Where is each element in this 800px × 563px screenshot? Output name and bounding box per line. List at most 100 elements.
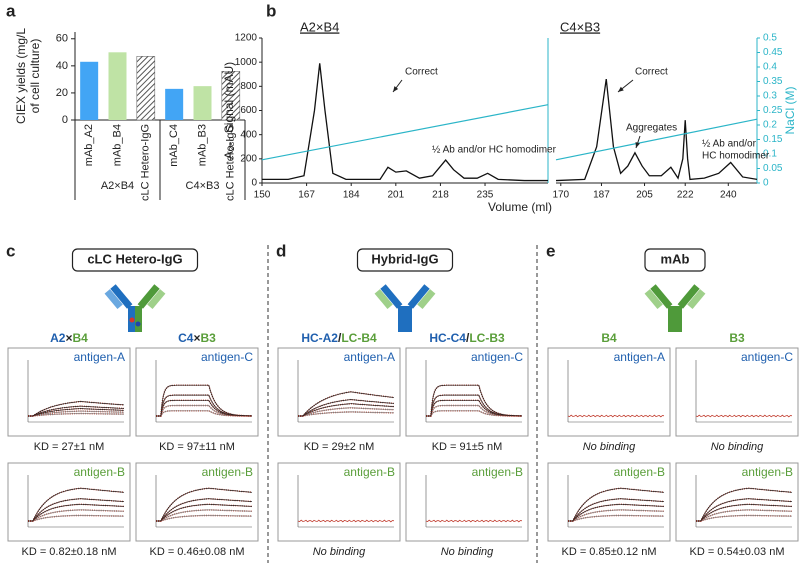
fit-curve <box>156 509 253 522</box>
antigen-label: antigen-C <box>741 350 793 364</box>
x-tick-label: mAb_A2 <box>83 124 95 166</box>
y-axis-label: of cell culture) <box>28 39 42 114</box>
header-part: / <box>338 331 342 345</box>
annotation: HC homodimer <box>702 151 770 162</box>
x-tick-label: 240 <box>720 190 737 201</box>
panel-letter: c <box>6 241 15 260</box>
bar <box>221 71 241 121</box>
y2-tick-label: 0.15 <box>763 134 783 145</box>
y-tick-label: 0 <box>251 178 257 189</box>
antigen-label: antigen-A <box>74 350 125 364</box>
fit-curve <box>156 384 253 417</box>
subplot-title: A2×B4 <box>300 19 339 34</box>
x-tick-label: mAb_B4 <box>111 124 123 166</box>
x-tick-label: 150 <box>254 190 271 201</box>
plot-box <box>7 347 131 437</box>
annotation: Correct <box>405 67 438 78</box>
light-chain <box>104 289 123 309</box>
panel-letter: b <box>266 1 276 20</box>
binding-result: KD = 91±5 nM <box>432 441 503 453</box>
fit-curve <box>298 407 394 417</box>
antibody-arm <box>644 284 673 309</box>
panel-letter: e <box>546 241 555 260</box>
plot-box <box>277 462 401 542</box>
fit-curve <box>28 405 125 417</box>
header-part: B3 <box>729 331 745 345</box>
binding-result: No binding <box>583 441 636 453</box>
heavy-chain <box>405 306 412 332</box>
antigen-label: antigen-A <box>614 350 665 364</box>
column-header: B4 <box>601 331 617 345</box>
group-label: A2×B4 <box>101 180 134 192</box>
y-tick-label: 1000 <box>235 57 258 68</box>
annotation: Correct <box>635 67 668 78</box>
x-tick-label: 222 <box>677 190 694 201</box>
binding-result: KD = 0.82±0.18 nM <box>21 546 116 558</box>
panel-letter: a <box>6 1 16 20</box>
x-tick-label: 167 <box>298 190 315 201</box>
plot-box <box>405 347 529 437</box>
antigen-label: antigen-C <box>201 350 253 364</box>
fit-curve <box>156 487 253 522</box>
antibody-icon <box>374 284 436 332</box>
plot-box <box>405 462 529 542</box>
binding-result: KD = 97±11 nM <box>159 441 235 453</box>
heavy-chain <box>110 284 133 309</box>
antigen-label: antigen-B <box>472 465 523 479</box>
sensor-trace <box>425 519 523 523</box>
y2-tick-label: 0.4 <box>763 62 777 73</box>
antibody-arm <box>374 284 403 309</box>
fit-curve <box>696 487 793 522</box>
binding-result: No binding <box>711 441 764 453</box>
arrow-head <box>635 142 640 148</box>
fit-curve <box>156 503 253 522</box>
bar <box>80 61 99 120</box>
bar <box>193 86 212 120</box>
y2-tick-label: 0.25 <box>763 105 783 116</box>
chromatogram <box>555 78 758 182</box>
fit-curve <box>28 410 124 417</box>
x-tick-label: cLC Hetero-IgG <box>225 124 237 201</box>
fit-curve <box>568 503 665 522</box>
nacl-line <box>261 104 549 161</box>
fit-curve <box>28 503 125 522</box>
antigen-label: antigen-B <box>344 465 395 479</box>
fit-curve <box>696 503 793 522</box>
plot-box <box>547 347 671 437</box>
y-tick-label: 20 <box>56 87 68 99</box>
y-tick-label: 1200 <box>235 33 258 44</box>
antibody-arm <box>407 284 436 309</box>
heavy-chain <box>407 284 430 309</box>
fit-curve <box>28 509 125 522</box>
fit-curve <box>28 498 125 522</box>
panel-letter: d <box>276 241 286 260</box>
y-tick-label: 400 <box>240 129 257 140</box>
annotation: ½ Ab and/or <box>702 139 757 150</box>
fit-curve <box>298 399 395 417</box>
title-box <box>644 248 706 272</box>
bar <box>165 88 184 120</box>
antibody-arm <box>104 284 133 309</box>
header-part: LC-B4 <box>341 331 377 345</box>
column-header: B3 <box>729 331 745 345</box>
light-chain <box>147 289 166 309</box>
y-tick-label: 40 <box>56 60 68 72</box>
antigen-label: antigen-A <box>344 350 395 364</box>
heavy-chain <box>675 306 682 332</box>
subplot-title: C4×B3 <box>560 19 600 34</box>
y2-axis-label: NaCl (M) <box>783 87 797 135</box>
header-part: × <box>65 331 72 345</box>
x-tick-label: 235 <box>477 190 494 201</box>
mutation-dot <box>129 317 135 323</box>
binding-result: KD = 27±1 nM <box>34 441 105 453</box>
bar <box>108 52 127 120</box>
plot-box <box>135 462 259 542</box>
fit-curve <box>28 401 125 417</box>
header-part: HC-A2 <box>301 331 338 345</box>
y2-tick-label: 0.45 <box>763 47 783 58</box>
fit-curve <box>426 384 523 417</box>
antigen-label: antigen-C <box>471 350 523 364</box>
x-tick-label: cLC Hetero-IgG <box>140 124 152 201</box>
y2-tick-label: 0 <box>763 178 769 189</box>
antigen-label: antigen-B <box>614 465 665 479</box>
